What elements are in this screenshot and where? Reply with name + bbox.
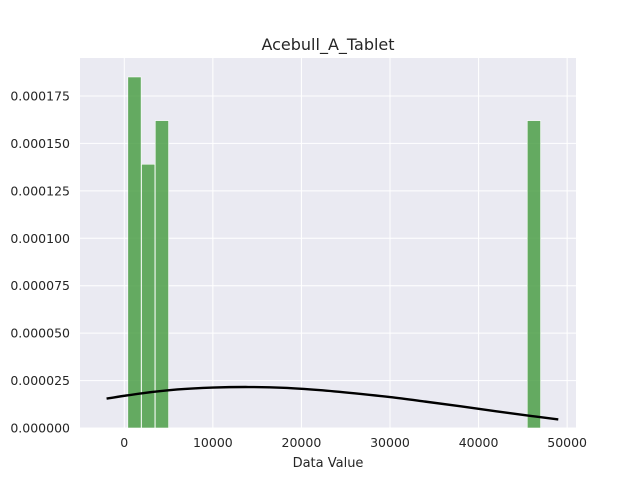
y-tick-label: 0.000100 xyxy=(10,231,70,246)
histogram-bar xyxy=(141,163,156,429)
y-tick-label: 0.000150 xyxy=(10,136,70,151)
y-tick-label: 0.000025 xyxy=(10,373,70,388)
density-curve xyxy=(106,385,559,421)
histogram-bar xyxy=(127,76,142,429)
y-tick-label: 0.000075 xyxy=(10,278,70,293)
histogram-bars xyxy=(127,76,541,429)
histogram-bar xyxy=(526,120,541,429)
histogram-bar xyxy=(154,120,169,429)
y-tick-label: 0.000125 xyxy=(10,183,70,198)
x-tick-label: 0 xyxy=(120,435,128,450)
x-axis-label: Data Value xyxy=(293,456,364,471)
x-tick-label: 50000 xyxy=(547,435,587,450)
x-tick-label: 10000 xyxy=(193,435,233,450)
y-tick-label: 0.000175 xyxy=(10,88,70,103)
x-tick-label: 20000 xyxy=(282,435,322,450)
x-tick-labels: 0 10000 20000 30000 40000 50000 xyxy=(120,435,587,450)
y-tick-labels: 0.000000 0.000025 0.000050 0.000075 0.000100… xyxy=(10,88,70,435)
y-tick-label: 0.000000 xyxy=(10,421,70,436)
x-tick-label: 30000 xyxy=(370,435,410,450)
x-tick-label: 40000 xyxy=(459,435,499,450)
y-tick-label: 0.000050 xyxy=(10,326,70,341)
chart-title: Acebull_A_Tablet xyxy=(261,35,394,55)
